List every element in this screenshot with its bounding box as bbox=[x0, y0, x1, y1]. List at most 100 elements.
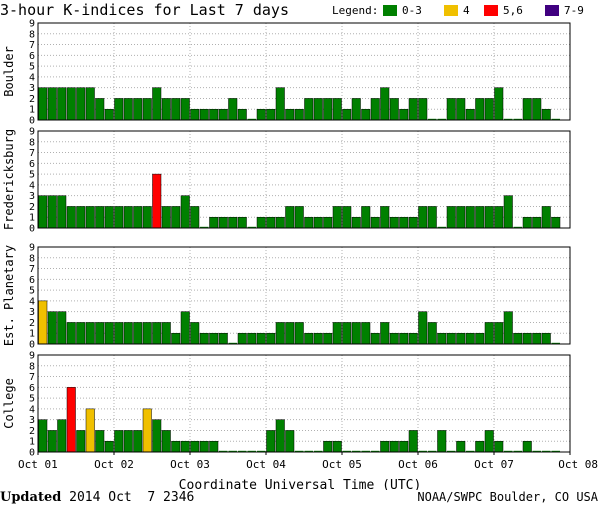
k-index-bar bbox=[266, 216, 276, 229]
k-index-bar bbox=[247, 118, 256, 120]
y-tick-label: 2 bbox=[29, 94, 35, 105]
y-tick-label: 8 bbox=[29, 137, 35, 148]
y-tick-label: 8 bbox=[29, 361, 35, 372]
k-index-bar bbox=[484, 206, 494, 229]
k-index-bar bbox=[541, 108, 551, 121]
k-index-bar bbox=[57, 195, 67, 229]
k-index-bar bbox=[408, 430, 418, 453]
k-index-bar bbox=[114, 98, 124, 121]
k-index-bar bbox=[237, 216, 247, 229]
k-index-bar bbox=[484, 322, 494, 345]
k-index-bar bbox=[38, 300, 48, 345]
k-index-bar bbox=[85, 408, 95, 453]
k-index-bar bbox=[494, 206, 504, 229]
y-tick-label: 5 bbox=[29, 62, 35, 73]
k-index-bar bbox=[209, 108, 219, 121]
k-index-bar bbox=[266, 430, 276, 453]
legend-label-2: 5,6 bbox=[503, 4, 523, 17]
k-index-bar bbox=[304, 332, 314, 345]
k-index-bar bbox=[199, 332, 209, 345]
k-index-bar bbox=[342, 450, 351, 452]
k-index-bar bbox=[57, 311, 67, 345]
legend-swatch-1 bbox=[444, 5, 458, 16]
k-index-bar bbox=[76, 87, 86, 121]
k-index-bar bbox=[47, 87, 57, 121]
legend-swatch-0 bbox=[383, 5, 397, 16]
k-index-bar bbox=[380, 206, 390, 229]
k-index-bar bbox=[484, 430, 494, 453]
k-index-bar bbox=[466, 450, 475, 452]
k-index-bar bbox=[389, 440, 399, 453]
k-index-bar bbox=[504, 118, 513, 120]
k-index-bar bbox=[380, 322, 390, 345]
updated-timestamp: Updated 2014 Oct 7 2346 bbox=[0, 490, 194, 505]
k-index-bar bbox=[399, 216, 409, 229]
k-index-bar bbox=[76, 322, 86, 345]
k-index-bar bbox=[47, 195, 57, 229]
k-index-bar bbox=[503, 195, 513, 229]
k-index-bar bbox=[218, 332, 228, 345]
x-axis: Oct 01 Oct 02 Oct 03 Oct 04 Oct 05 Oct 06 Oct … bbox=[18, 452, 598, 471]
k-index-bar bbox=[418, 206, 428, 229]
k-index-bar bbox=[370, 216, 380, 229]
k-index-bar bbox=[114, 430, 124, 453]
k-index-bar bbox=[114, 322, 124, 345]
k-index-bar bbox=[275, 87, 285, 121]
legend-label-0: 0-3 bbox=[402, 4, 422, 17]
k-index-bar bbox=[95, 322, 105, 345]
k-index-bar bbox=[180, 440, 190, 453]
k-index-bar bbox=[38, 87, 48, 121]
k-index-bar bbox=[532, 98, 542, 121]
y-tick-label: 6 bbox=[29, 51, 35, 62]
legend-title: Legend: bbox=[332, 4, 378, 17]
k-index-bar bbox=[285, 108, 295, 121]
k-index-bar bbox=[456, 332, 466, 345]
k-index-bar bbox=[551, 450, 560, 452]
y-tick-label: 3 bbox=[29, 415, 35, 426]
k-index-bar bbox=[104, 322, 114, 345]
updated-label: Updated bbox=[0, 490, 62, 505]
y-tick-label: 8 bbox=[29, 253, 35, 264]
k-index-bar bbox=[399, 332, 409, 345]
k-index-bar bbox=[180, 98, 190, 121]
y-tick-label: 7 bbox=[29, 148, 35, 159]
k-index-bar bbox=[47, 430, 57, 453]
k-index-bar bbox=[342, 206, 352, 229]
k-index-bar bbox=[370, 98, 380, 121]
k-index-bar bbox=[408, 332, 418, 345]
k-index-bar bbox=[142, 206, 152, 229]
k-index-bar bbox=[304, 216, 314, 229]
x-tick-label: Oct 02 bbox=[94, 458, 134, 471]
k-index-bar bbox=[152, 419, 162, 453]
k-index-bar bbox=[171, 206, 181, 229]
y-tick-label: 3 bbox=[29, 83, 35, 94]
k-index-bar bbox=[352, 450, 361, 452]
k-index-bar bbox=[228, 216, 238, 229]
k-index-bar bbox=[380, 440, 390, 453]
k-index-bar bbox=[351, 322, 361, 345]
y-tick-label: 7 bbox=[29, 372, 35, 383]
k-index-bar bbox=[190, 108, 200, 121]
k-index-bar bbox=[332, 322, 342, 345]
k-index-bar bbox=[199, 108, 209, 121]
k-index-bar bbox=[475, 98, 485, 121]
k-index-bar bbox=[323, 216, 333, 229]
k-index-bar bbox=[228, 450, 237, 452]
y-tick-label: 3 bbox=[29, 191, 35, 202]
k-index-bar bbox=[361, 450, 370, 452]
k-index-bar bbox=[513, 450, 522, 452]
k-index-bar bbox=[370, 332, 380, 345]
k-index-bar bbox=[342, 322, 352, 345]
k-index-bar bbox=[446, 332, 456, 345]
k-index-bar bbox=[133, 322, 143, 345]
station-label: College bbox=[2, 378, 16, 429]
k-index-bar bbox=[66, 206, 76, 229]
k-index-bar bbox=[380, 87, 390, 121]
k-index-bar bbox=[152, 173, 162, 229]
k-index-bar bbox=[228, 342, 237, 344]
y-tick-label: 8 bbox=[29, 29, 35, 40]
panel-frame bbox=[37, 246, 571, 345]
panel-frame bbox=[37, 130, 571, 229]
